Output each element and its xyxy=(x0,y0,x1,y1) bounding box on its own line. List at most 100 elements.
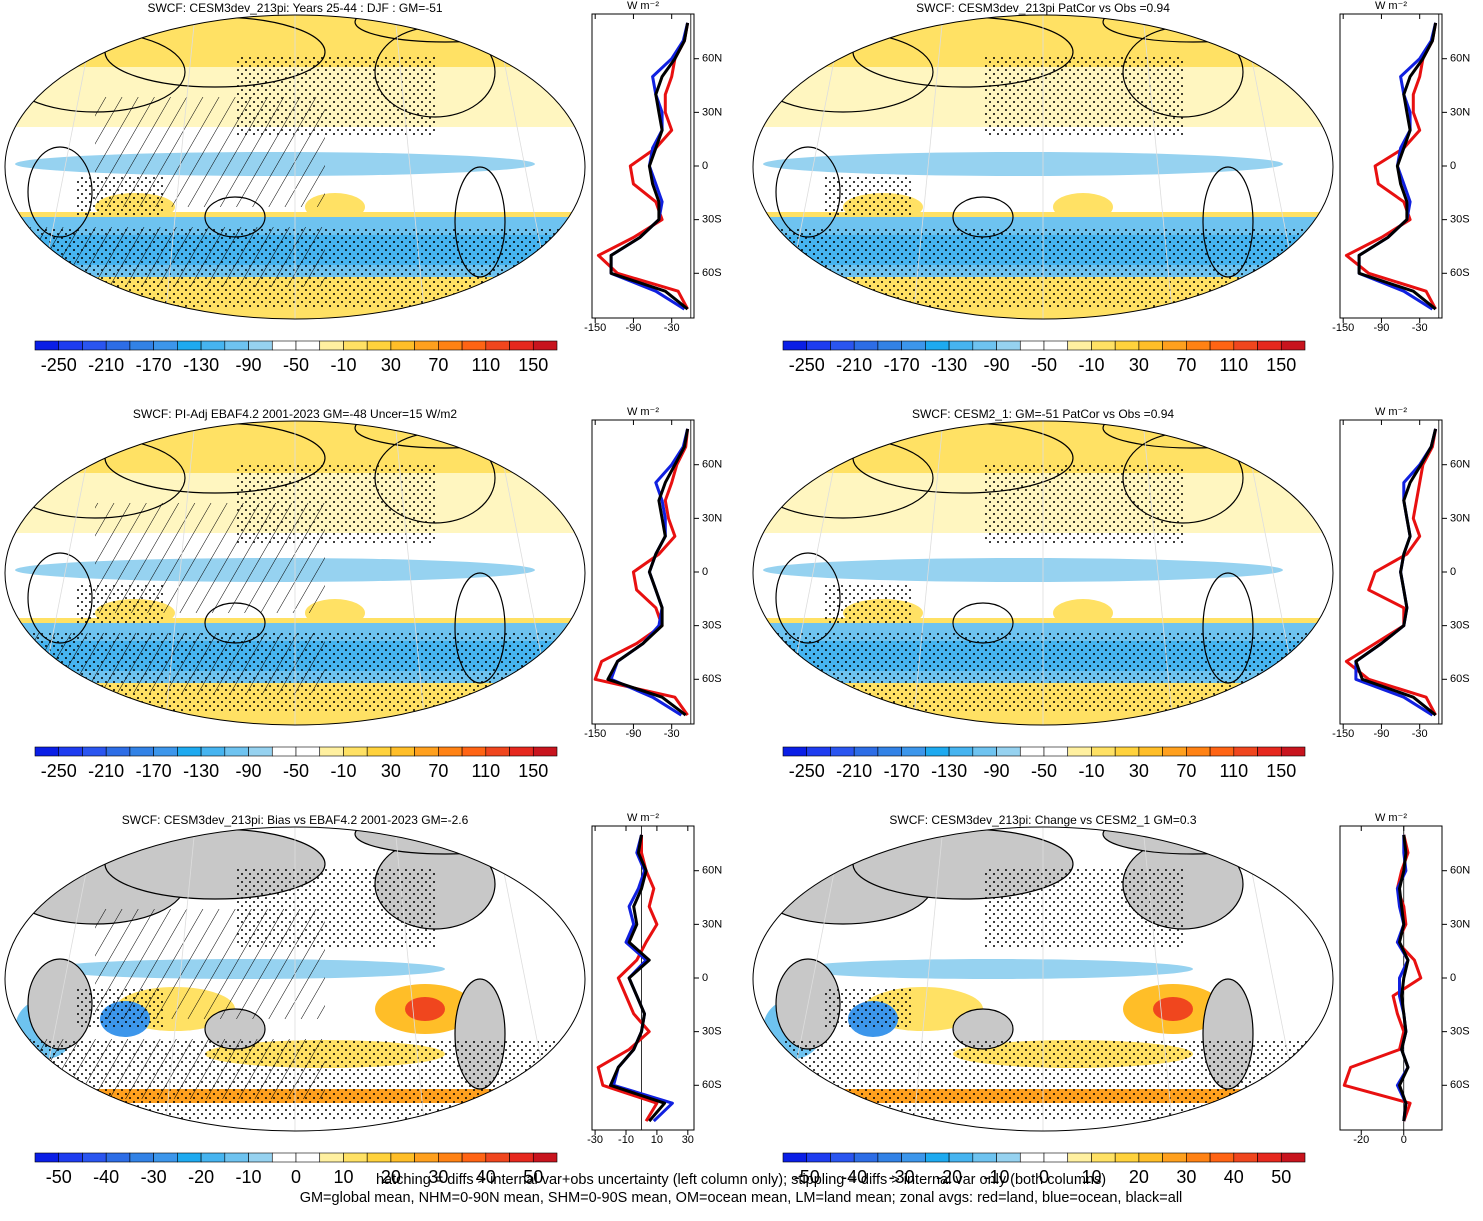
colorbar-box xyxy=(366,1152,392,1163)
colorbar-box xyxy=(532,746,558,757)
map-outline xyxy=(752,14,1334,320)
colorbar-box xyxy=(319,1152,344,1163)
colorbar-box xyxy=(877,340,902,351)
colorbar-label: 30 xyxy=(1129,761,1149,781)
zonal-line xyxy=(609,22,690,311)
colorbar-box xyxy=(271,746,297,757)
colorbar-label: -30 xyxy=(141,1167,167,1187)
y-tick-label: 0 xyxy=(1450,972,1456,984)
map-outline xyxy=(752,420,1334,726)
colorbar-label: 70 xyxy=(428,761,448,781)
y-tick-label: 60S xyxy=(1450,673,1470,685)
colorbar-label: 150 xyxy=(518,355,548,375)
colorbar-box xyxy=(1043,340,1069,351)
colorbar-box xyxy=(82,1152,107,1163)
zonal-line xyxy=(609,834,667,1123)
colorbar-box xyxy=(414,1152,439,1163)
colorbar-box xyxy=(1114,1152,1140,1163)
x-tick-label: -150 xyxy=(584,728,606,740)
colorbar-box xyxy=(830,746,855,757)
colorbar-label: -10 xyxy=(236,1167,262,1187)
x-tick-label: -150 xyxy=(1332,728,1354,740)
y-tick-label: 0 xyxy=(1450,566,1456,578)
colorbar-box xyxy=(1067,746,1092,757)
colorbar-box xyxy=(853,746,879,757)
colorbar-box xyxy=(1019,1152,1045,1163)
x-tick-label: -30 xyxy=(587,1134,603,1146)
y-tick-label: 60S xyxy=(702,673,722,685)
colorbar-label: 70 xyxy=(1176,761,1196,781)
y-tick-label: 60N xyxy=(702,865,722,877)
x-tick-label: -30 xyxy=(1412,322,1428,334)
colorbar-box xyxy=(1067,340,1092,351)
hatching xyxy=(95,909,325,1019)
colorbar-box xyxy=(366,746,392,757)
colorbar-label: -90 xyxy=(984,761,1010,781)
colorbar-box xyxy=(1138,1152,1163,1163)
colorbar-box xyxy=(1257,340,1282,351)
hatching xyxy=(95,97,325,207)
colorbar-label: -10 xyxy=(1078,355,1104,375)
colorbar-box xyxy=(319,340,344,351)
colorbar-box xyxy=(782,746,808,757)
colorbar-box xyxy=(925,746,950,757)
colorbar-label: 10 xyxy=(1081,1167,1101,1187)
units-label: W m⁻² xyxy=(627,812,659,824)
graticule xyxy=(164,827,196,1131)
graticule xyxy=(164,421,196,725)
zonal-line xyxy=(596,834,659,1122)
colorbar-box xyxy=(200,746,226,757)
map-field xyxy=(793,959,1193,979)
graticule xyxy=(912,15,944,319)
colorbar-label: -210 xyxy=(836,761,872,781)
colorbar-label: -130 xyxy=(931,761,967,781)
colorbar-box xyxy=(461,1152,487,1163)
colorbar-label: 0 xyxy=(1039,1167,1049,1187)
panel-title: SWCF: CESM3dev_213pi: Years 25-44 : DJF … xyxy=(147,1,442,15)
colorbar-box xyxy=(105,1152,131,1163)
y-tick-label: 60S xyxy=(702,267,722,279)
colorbar-box xyxy=(901,340,926,351)
map-outline xyxy=(4,826,586,1132)
zonal-line xyxy=(596,22,690,310)
colorbar-box xyxy=(853,1152,879,1163)
colorbar-box xyxy=(1186,340,1211,351)
colorbar-box xyxy=(58,1152,83,1163)
colorbar-label: 30 xyxy=(381,761,401,781)
colorbar-box xyxy=(200,1152,226,1163)
colorbar-box xyxy=(853,340,879,351)
colorbar-label: -170 xyxy=(136,761,172,781)
graticule xyxy=(164,15,196,319)
y-tick-label: 30S xyxy=(702,620,722,632)
colorbar-box xyxy=(153,746,178,757)
y-tick-label: 30S xyxy=(702,1026,722,1038)
colorbar-label: -90 xyxy=(236,761,262,781)
x-tick-label: -150 xyxy=(584,322,606,334)
colorbar-label: -50 xyxy=(46,1167,72,1187)
colorbar-box xyxy=(1233,746,1258,757)
x-tick-label: 10 xyxy=(651,1134,663,1146)
colorbar-label: -10 xyxy=(330,355,356,375)
graticule xyxy=(1142,827,1174,1131)
colorbar-box xyxy=(295,1152,321,1163)
colorbar-label: -50 xyxy=(283,355,309,375)
x-tick-label: -150 xyxy=(1332,322,1354,334)
units-label: W m⁻² xyxy=(627,406,659,418)
colorbar-box xyxy=(1162,340,1187,351)
colorbar-box xyxy=(901,746,926,757)
map xyxy=(753,421,1333,725)
colorbar-box xyxy=(509,340,534,351)
colorbar-label: 50 xyxy=(1271,1167,1291,1187)
colorbar-label: -210 xyxy=(88,355,124,375)
colorbar-label: -90 xyxy=(236,355,262,375)
map xyxy=(5,15,585,319)
colorbar-box xyxy=(1209,340,1235,351)
graticule xyxy=(394,421,426,725)
colorbar-label: -20 xyxy=(188,1167,214,1187)
colorbar-box xyxy=(1067,1152,1092,1163)
colorbar-box xyxy=(972,746,997,757)
colorbar-box xyxy=(390,1152,415,1163)
colorbar-label: -250 xyxy=(41,355,77,375)
colorbar-box xyxy=(390,340,415,351)
